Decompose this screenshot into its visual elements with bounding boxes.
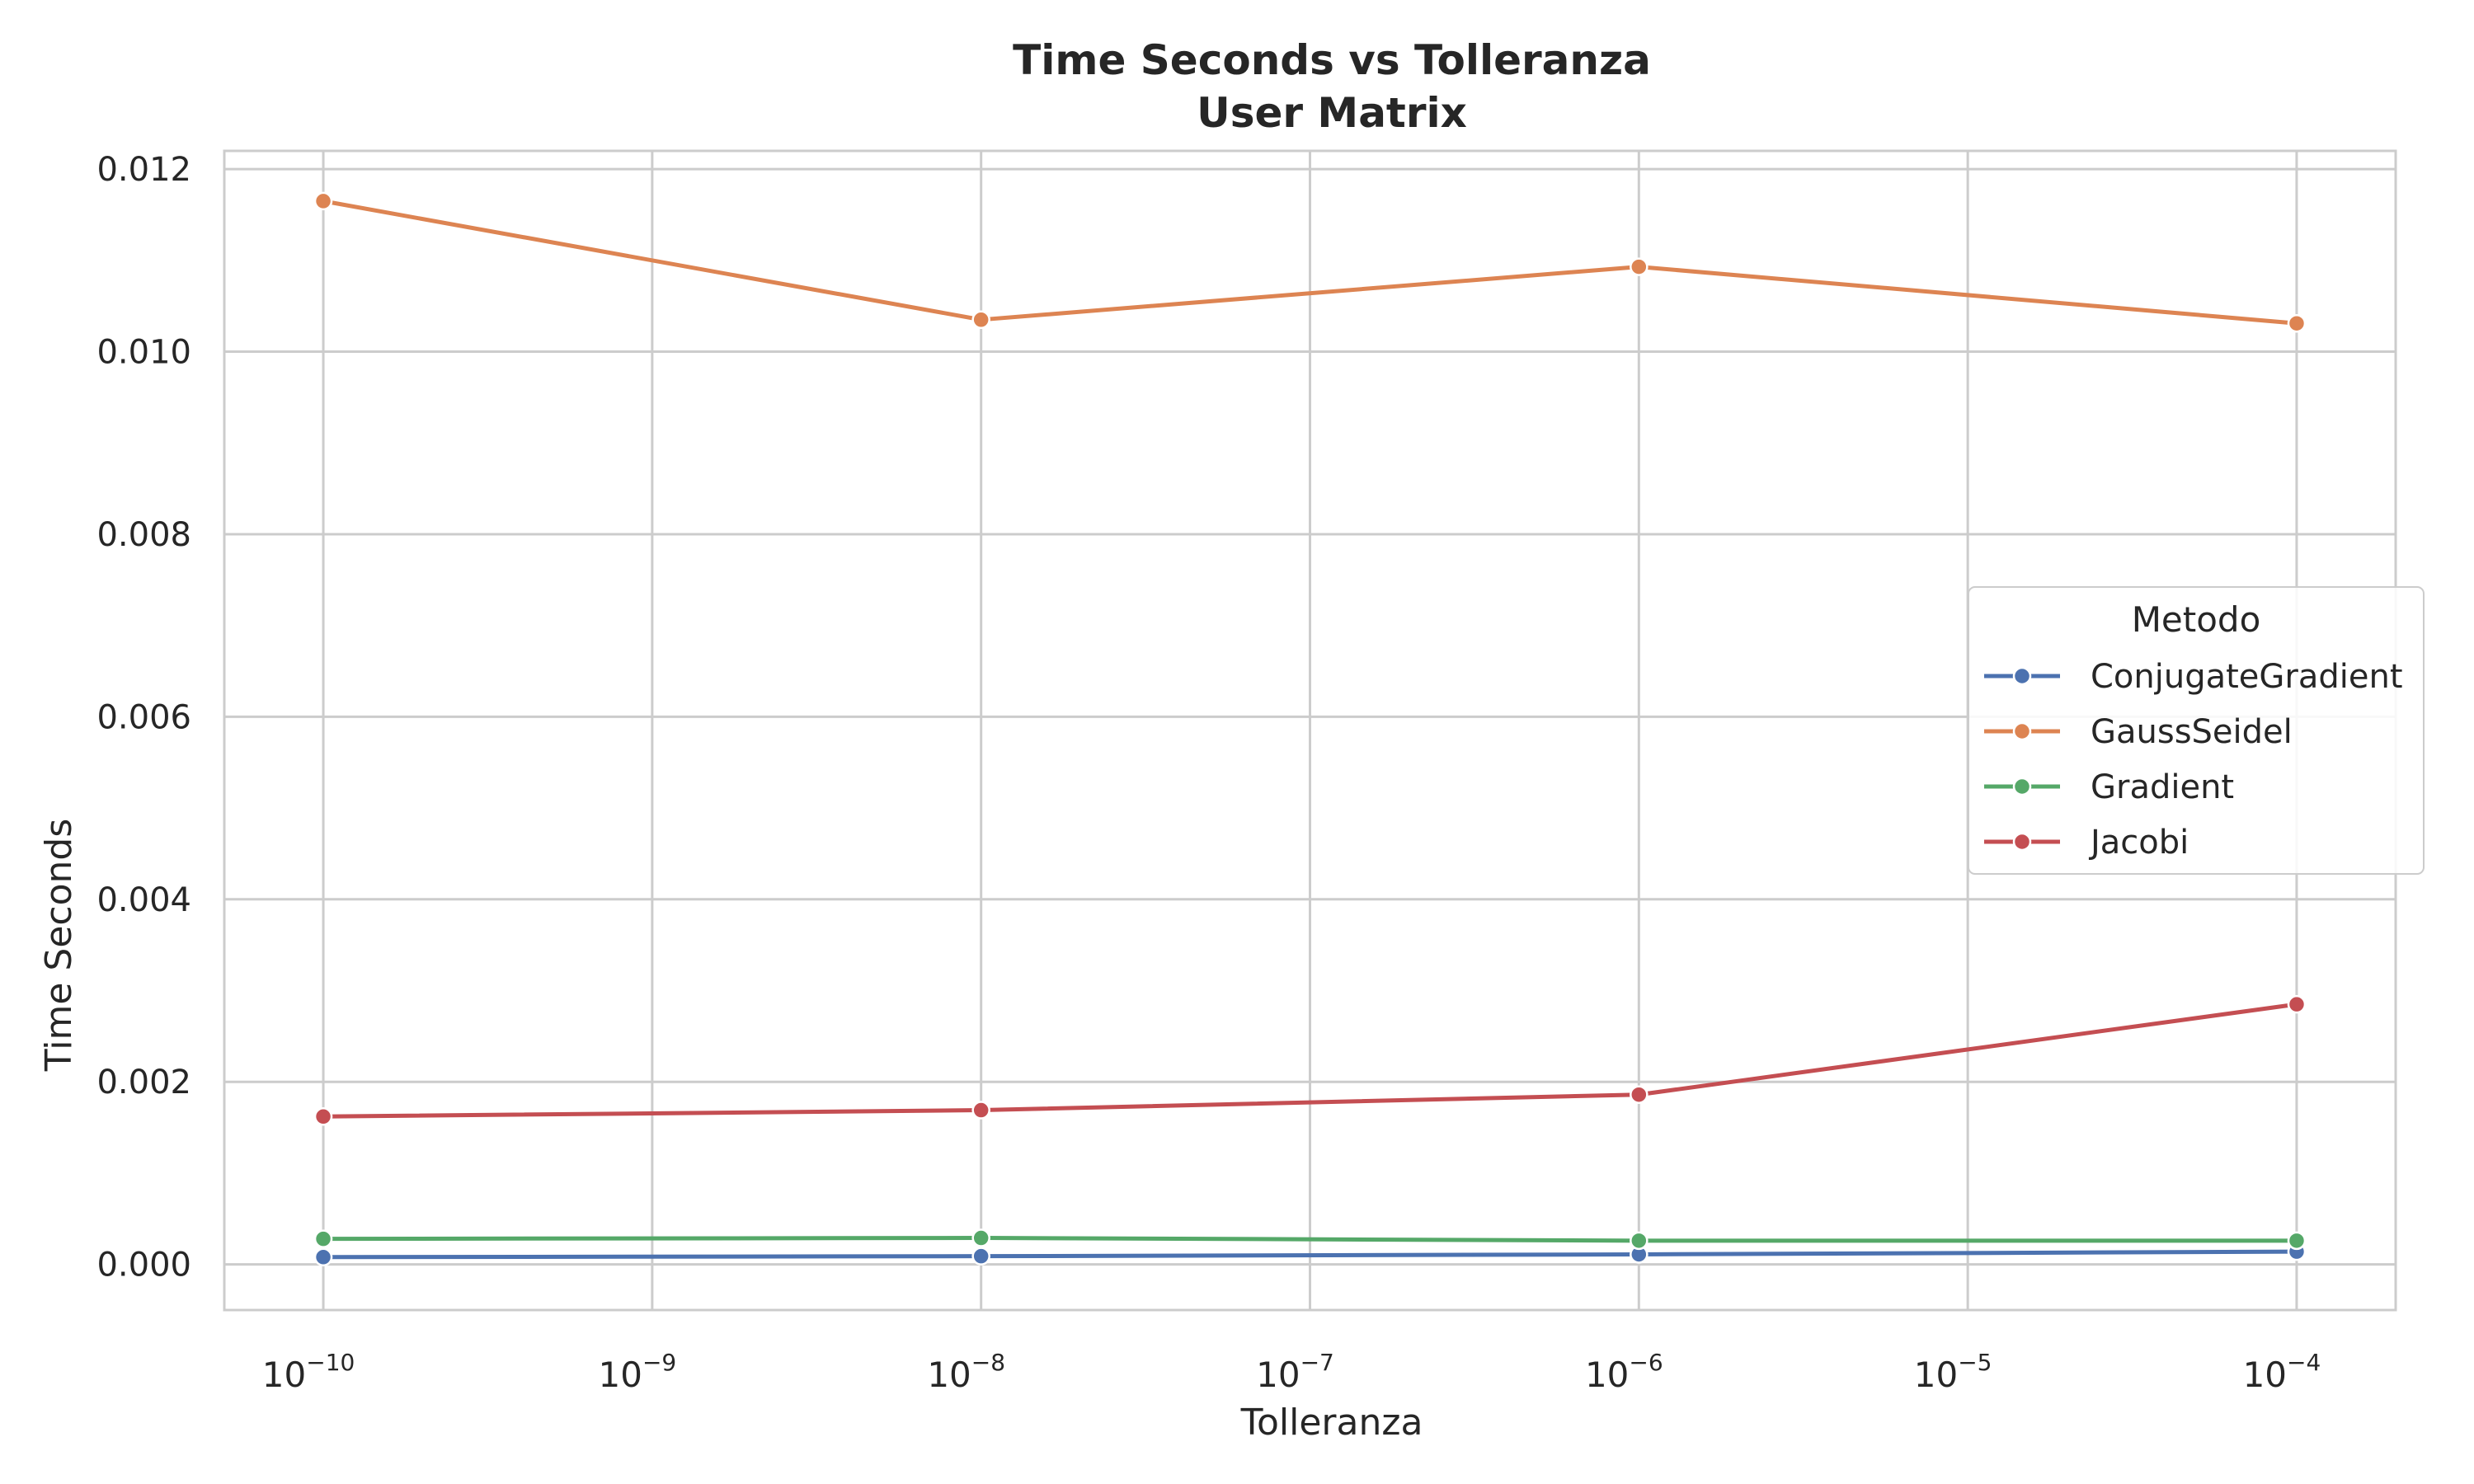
legend-item: GaussSeidel <box>1984 713 2293 751</box>
legend: Metodo ConjugateGradient GaussSeidel Gradi… <box>1968 586 2425 875</box>
data-point <box>971 310 990 330</box>
legend-item: ConjugateGradient <box>1984 658 2403 696</box>
x-tick-label: 10−7 <box>1256 1349 1334 1395</box>
data-point <box>1630 1231 1649 1251</box>
y-tick-label: 0.008 <box>96 516 191 554</box>
series-Gradient <box>313 1228 2307 1251</box>
y-tick-label: 0.012 <box>96 151 191 189</box>
y-tick-label: 0.010 <box>96 334 191 372</box>
data-point <box>2287 1231 2307 1251</box>
series-line <box>321 1249 2299 1260</box>
legend-marker <box>2012 777 2032 796</box>
legend-items: ConjugateGradient GaussSeidel Gradient Jaco… <box>1984 658 2403 862</box>
legend-box <box>1968 586 2425 875</box>
legend-marker <box>2012 666 2032 686</box>
x-tick-label: 10−4 <box>2243 1349 2321 1395</box>
x-axis-ticks: 10−10 10−9 10−8 10−7 10−6 10−5 10−4 <box>262 1349 2321 1395</box>
legend-label: ConjugateGradient <box>2091 658 2403 696</box>
series-line <box>321 1002 2299 1119</box>
x-tick-label: 10−6 <box>1585 1349 1663 1395</box>
series-GaussSeidel <box>313 191 2307 333</box>
legend-item: Gradient <box>1984 768 2234 806</box>
data-point <box>2287 313 2307 333</box>
data-point <box>971 1228 990 1247</box>
legend-marker <box>2012 721 2032 741</box>
data-point <box>1630 257 1649 276</box>
data-point <box>313 1229 333 1248</box>
legend-label: Gradient <box>2091 768 2234 806</box>
data-point <box>313 191 333 211</box>
x-tick-label: 10−9 <box>599 1349 677 1395</box>
legend-marker <box>2012 832 2032 852</box>
y-axis-label: Time Seconds <box>38 819 80 1073</box>
chart-title: Time Seconds vs Tolleranza <box>1013 36 1651 84</box>
y-axis-ticks: 0.000 0.002 0.004 0.006 0.008 0.010 0.012 <box>96 151 191 1284</box>
data-point <box>971 1247 990 1266</box>
legend-item: Jacobi <box>1984 824 2189 862</box>
y-tick-label: 0.002 <box>96 1064 191 1101</box>
chart-subtitle: User Matrix <box>1197 89 1467 137</box>
data-point <box>313 1247 333 1267</box>
y-tick-label: 0.000 <box>96 1247 191 1284</box>
series-line <box>321 1236 2299 1243</box>
series-Jacobi <box>313 994 2307 1126</box>
y-tick-label: 0.006 <box>96 698 191 736</box>
x-tick-label: 10−8 <box>927 1349 1005 1395</box>
series-line <box>321 199 2299 326</box>
data-point <box>971 1101 990 1120</box>
legend-label: Jacobi <box>2088 824 2189 862</box>
x-tick-label: 10−5 <box>1914 1349 1992 1395</box>
data-point <box>1630 1085 1649 1104</box>
legend-label: GaussSeidel <box>2091 713 2293 751</box>
legend-title: Metodo <box>2132 599 2261 640</box>
y-tick-label: 0.004 <box>96 881 191 919</box>
data-point <box>313 1107 333 1126</box>
series-layer <box>313 191 2307 1267</box>
data-point <box>2287 994 2307 1014</box>
x-tick-label: 10−10 <box>262 1349 355 1395</box>
x-axis-label: Tolleranza <box>1240 1402 1423 1444</box>
